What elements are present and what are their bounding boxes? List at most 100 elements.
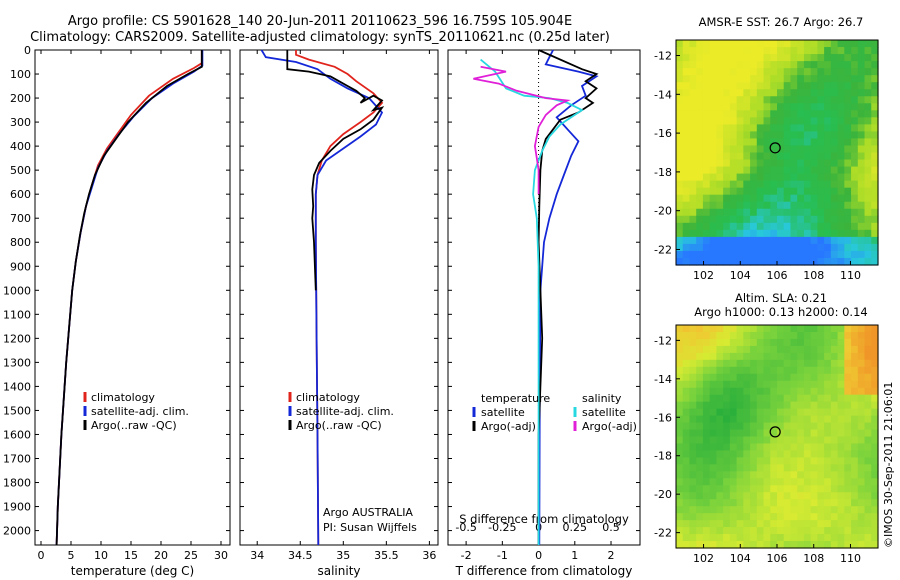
- heatmap-cell: [817, 229, 825, 238]
- heatmap-cell: [837, 415, 845, 424]
- heatmap-cell: [810, 145, 818, 154]
- heatmap-cell: [797, 166, 805, 175]
- heatmap-cell: [803, 485, 812, 493]
- heatmap-cell: [824, 180, 832, 189]
- heatmap-cell: [716, 492, 724, 500]
- heatmap-cell: [810, 166, 818, 175]
- heatmap-cell: [864, 117, 872, 125]
- heatmap-cell: [682, 338, 691, 347]
- heatmap-cell: [756, 359, 765, 368]
- heatmap-cell: [871, 450, 879, 459]
- heatmap-cell: [810, 331, 818, 340]
- heatmap-cell: [864, 166, 872, 175]
- heatmap-cell: [763, 243, 771, 252]
- heatmap-cell: [777, 61, 785, 69]
- heatmap-cell: [857, 152, 866, 161]
- heatmap-cell: [810, 208, 818, 217]
- heatmap-cell: [682, 187, 691, 196]
- heatmap-cell: [709, 40, 717, 48]
- heatmap-cell: [682, 236, 691, 245]
- heatmap-cell: [682, 325, 691, 333]
- heatmap-cell: [736, 464, 744, 472]
- legend-label: salinity: [582, 392, 622, 405]
- heatmap-cell: [810, 352, 818, 361]
- heatmap-cell: [763, 229, 771, 238]
- heatmap-cell: [770, 478, 778, 486]
- heatmap-cell: [777, 541, 785, 549]
- heatmap-cell: [864, 103, 872, 111]
- heatmap-cell: [689, 429, 697, 438]
- heatmap-cell: [763, 152, 771, 161]
- heatmap-cell: [824, 201, 832, 210]
- heatmap-cell: [803, 373, 812, 382]
- heatmap-cell: [783, 325, 792, 333]
- heatmap-cell: [790, 443, 798, 452]
- heatmap-cell: [723, 499, 731, 507]
- heatmap-cell: [676, 345, 684, 354]
- heatmap-cell: [750, 222, 758, 231]
- heatmap-cell: [770, 180, 778, 189]
- heatmap-cell: [682, 257, 691, 266]
- heatmap-cell: [857, 520, 866, 528]
- heatmap-cell: [770, 401, 778, 410]
- heatmap-cell: [743, 194, 751, 203]
- x-axis-label: salinity: [317, 564, 360, 578]
- heatmap-cell: [676, 401, 684, 410]
- heatmap-cell: [844, 236, 852, 245]
- heatmap-cell: [777, 325, 785, 333]
- heatmap-cell: [790, 387, 798, 396]
- heatmap-cell: [716, 422, 724, 431]
- heatmap-cell: [817, 415, 825, 424]
- heatmap-cell: [709, 110, 717, 118]
- heatmap-cell: [837, 89, 845, 97]
- heatmap-cell: [810, 236, 818, 245]
- heatmap-cell: [783, 450, 792, 459]
- top-axis-label: S difference from climatology: [459, 512, 629, 526]
- heatmap-cell: [723, 443, 731, 452]
- heatmap-cell: [864, 159, 872, 168]
- heatmap-cell: [857, 47, 866, 55]
- heatmap-cell: [803, 499, 812, 507]
- heatmap-cell: [830, 541, 839, 549]
- heatmap-cell: [696, 222, 704, 231]
- heatmap-cell: [797, 338, 805, 347]
- heatmap-cell: [851, 366, 859, 375]
- heatmap-cell: [777, 236, 785, 245]
- heatmap-cell: [790, 173, 798, 182]
- heatmap-cell: [736, 89, 744, 97]
- heatmap-cell: [702, 450, 711, 459]
- heatmap-cell: [676, 103, 684, 111]
- heatmap-cell: [743, 89, 751, 97]
- heatmap-cell: [770, 145, 778, 154]
- heatmap-cell: [743, 145, 751, 154]
- heatmap-cell: [729, 138, 738, 147]
- heatmap-cell: [871, 464, 879, 472]
- heatmap-cell: [676, 187, 684, 196]
- heatmap-cell: [702, 520, 711, 528]
- heatmap-cell: [716, 257, 724, 266]
- heatmap-cell: [676, 208, 684, 217]
- heatmap-cell: [723, 513, 731, 521]
- heatmap-cell: [837, 40, 845, 48]
- heatmap-cell: [770, 325, 778, 333]
- heatmap-cell: [723, 492, 731, 500]
- heatmap-cell: [837, 166, 845, 175]
- legend-label: Argo(..raw -QC): [296, 419, 382, 432]
- heatmap-cell: [756, 138, 765, 147]
- heatmap-cell: [723, 243, 731, 252]
- heatmap-cell: [857, 159, 866, 168]
- heatmap-cell: [824, 457, 832, 465]
- heatmap-cell: [750, 159, 758, 168]
- depth-tick-label: 400: [10, 140, 31, 153]
- heatmap-cell: [770, 373, 778, 382]
- heatmap-cell: [783, 47, 792, 55]
- heatmap-cell: [797, 394, 805, 403]
- heatmap-cell: [756, 408, 765, 417]
- heatmap-cell: [750, 180, 758, 189]
- heatmap-cell: [763, 215, 771, 224]
- heatmap-cell: [824, 222, 832, 231]
- heatmap-cell: [756, 250, 765, 259]
- heatmap-cell: [790, 166, 798, 175]
- heatmap-cell: [736, 450, 744, 459]
- heatmap-cell: [837, 243, 845, 252]
